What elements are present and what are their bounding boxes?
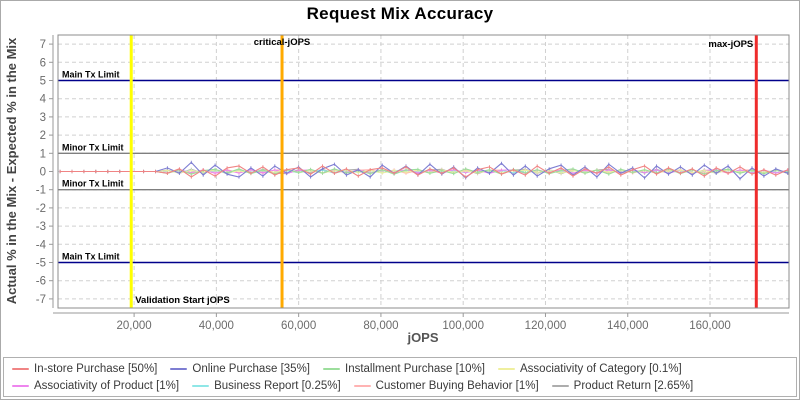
series-label: Online Purchase [35%] [192,362,310,375]
legend-row: Associativity of Product [1%] Business Re… [12,380,788,392]
limit-label: Minor Tx Limit [62,142,124,152]
marker-label: Validation Start jOPS [135,295,230,306]
y-tick-label: 4 [40,94,47,106]
x-tick-label: 120,000 [525,320,567,332]
x-tick-label: 160,000 [689,320,731,332]
series-label: Business Report [0.25%] [214,379,341,392]
series-swatch [170,367,188,370]
marker-label: critical-jOPS [254,37,311,48]
series-swatch [353,384,371,387]
series-label: Associativity of Product [1%] [34,379,180,392]
series-label: Customer Buying Behavior [1%] [375,379,539,392]
series-swatch [192,384,210,387]
series-line [60,161,788,180]
series-swatch [323,367,340,370]
y-tick-label: 7 [40,39,46,51]
legend-row: In-store Purchase [50%] Online Purchase [… [12,363,788,375]
y-axis-label: Actual % in the Mix - Expected % in the … [4,37,19,304]
y-tick-label: 5 [40,76,46,88]
x-tick-label: 20,000 [117,320,152,332]
chart-title: Request Mix Accuracy [306,4,494,23]
legend-item: Product Return [2.65%] [551,379,694,392]
y-tick-label: 3 [40,112,46,124]
legend-item: Associativity of Product [1%] [12,380,179,392]
legend-item: Business Report [0.25%] [192,380,341,392]
series-label: Associativity of Category [0.1%] [520,362,682,375]
y-tick-label: -2 [36,203,46,215]
y-tick-label: 1 [40,148,46,160]
legend-item: In-store Purchase [50%] [12,363,157,375]
series-label: In-store Purchase [50%] [34,362,158,375]
y-tick-label: -5 [36,258,46,270]
legend-item: Customer Buying Behavior [1%] [353,379,539,392]
series-swatch [12,367,29,370]
y-tick-label: 6 [40,57,46,69]
x-tick-label: 80,000 [363,320,398,332]
x-tick-label: 40,000 [199,320,234,332]
x-axis-label: jOPS [406,330,438,345]
legend-item: Associativity of Category [0.1%] [498,363,682,375]
marker-label: max-jOPS [708,39,753,50]
series-line [60,165,789,178]
limit-label: Minor Tx Limit [62,179,124,189]
series-swatch [12,384,29,387]
y-tick-label: -1 [36,185,46,197]
plot-frame [57,34,790,309]
x-tick-label: 140,000 [607,320,649,332]
y-tick-label: -3 [36,221,46,233]
limit-label: Main Tx Limit [62,252,120,262]
y-tick-label: -6 [36,276,46,288]
series-swatch [498,367,515,370]
y-tick-label: -4 [36,239,47,251]
series-label: Installment Purchase [10%] [345,362,485,375]
legend: In-store Purchase [50%] Online Purchase [… [3,357,797,397]
x-tick-label: 100,000 [442,320,484,332]
legend-item: Installment Purchase [10%] [323,363,485,375]
limit-label: Main Tx Limit [62,70,120,80]
series-swatch [551,384,569,387]
y-tick-label: 2 [40,130,46,142]
legend-item: Online Purchase [35%] [170,363,310,375]
chart-svg: Actual % in the Mix - Expected % in the … [4,34,790,345]
series-label: Product Return [2.65%] [573,379,694,392]
y-tick-label: 0 [40,167,46,179]
x-tick-label: 60,000 [281,320,316,332]
y-tick-label: -7 [36,294,46,306]
